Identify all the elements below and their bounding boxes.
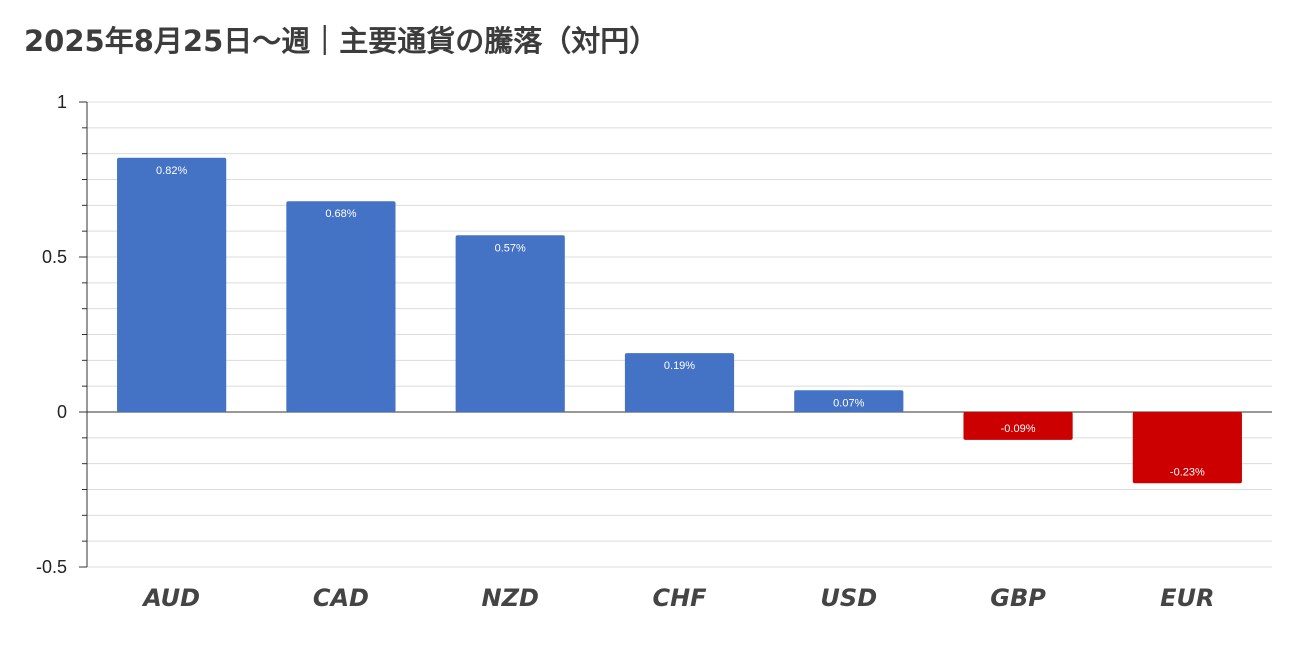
data-label: 0.82%: [156, 165, 187, 177]
data-label: 0.68%: [325, 208, 356, 220]
x-axis: AUD CAD NZD CHF USD GBP EUR: [141, 584, 1214, 612]
y-tick-label: 0.5: [42, 247, 67, 267]
x-tick-label: AUD: [141, 584, 200, 612]
data-label: 0.19%: [664, 360, 695, 372]
x-tick-label: CHF: [652, 584, 707, 612]
data-label: 0.57%: [495, 242, 526, 254]
data-label: -0.23%: [1170, 466, 1205, 478]
x-tick-label: GBP: [990, 584, 1046, 612]
data-label: -0.09%: [1001, 423, 1036, 435]
bar-cad: [286, 201, 396, 412]
x-tick-label: USD: [820, 584, 877, 612]
chart-title: 2025年8月25日〜週｜主要通貨の騰落（対円）: [24, 24, 659, 58]
bar-eur: [1132, 412, 1242, 484]
x-tick-label: EUR: [1160, 584, 1214, 612]
y-tick-label: 0: [57, 402, 67, 422]
data-labels: 0.82% 0.68% 0.57% 0.19% 0.07% -0.09% -0.23%: [156, 165, 1205, 478]
x-tick-label: NZD: [482, 584, 539, 612]
gridlines: [87, 101, 1272, 568]
bar-gbp: [963, 412, 1073, 440]
bar-chf: [624, 353, 735, 412]
y-tick-label: -0.5: [36, 557, 67, 577]
x-tick-label: CAD: [313, 584, 369, 612]
bar-aud: [117, 157, 227, 412]
bars: [117, 157, 1242, 484]
data-label: 0.07%: [833, 397, 864, 409]
bar-nzd: [455, 235, 565, 412]
y-tick-label: 1: [57, 92, 67, 112]
bar-usd: [794, 390, 904, 412]
